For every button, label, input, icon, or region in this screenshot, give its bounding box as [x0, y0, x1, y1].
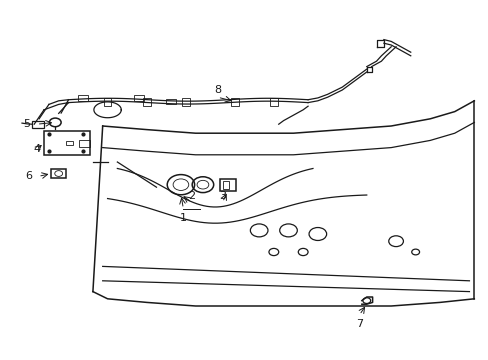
Bar	[79, 140, 90, 147]
Bar	[223, 181, 228, 189]
Bar	[182, 98, 189, 106]
Bar	[166, 99, 176, 104]
Bar	[78, 95, 88, 101]
Bar	[51, 169, 66, 178]
Text: 4: 4	[33, 144, 40, 154]
Text: 7: 7	[355, 319, 362, 329]
Text: 5: 5	[23, 119, 30, 129]
Bar	[66, 141, 73, 145]
Bar	[32, 121, 44, 128]
Bar	[230, 98, 238, 106]
Bar	[269, 98, 277, 106]
Bar	[103, 98, 111, 106]
Bar	[44, 131, 90, 155]
Bar	[220, 179, 235, 191]
Text: 3: 3	[219, 191, 225, 201]
Text: 1: 1	[180, 213, 186, 223]
Text: 6: 6	[25, 171, 32, 181]
Text: 2: 2	[188, 191, 195, 201]
Text: 8: 8	[214, 85, 221, 95]
Bar	[134, 95, 144, 101]
Bar	[142, 98, 150, 106]
